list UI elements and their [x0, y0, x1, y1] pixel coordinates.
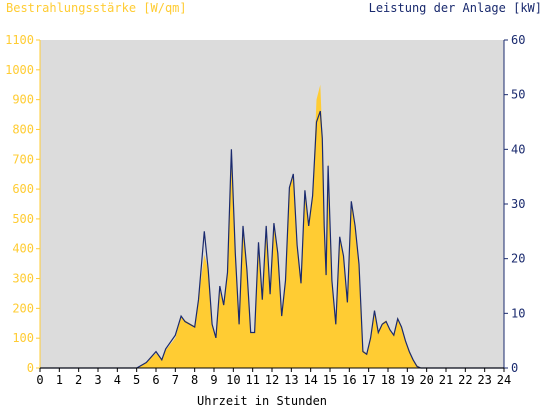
right-tick-label: 40: [511, 142, 525, 156]
left-tick-label: 500: [12, 212, 34, 226]
x-tick-label: 14: [303, 373, 317, 387]
right-tick-label: 60: [511, 33, 525, 47]
x-tick-label: 1: [56, 373, 63, 387]
x-tick-label: 22: [458, 373, 472, 387]
x-tick-label: 7: [172, 373, 179, 387]
x-tick-label: 10: [226, 373, 240, 387]
right-tick-label: 10: [511, 306, 525, 320]
x-tick-label: 3: [94, 373, 101, 387]
x-tick-label: 11: [245, 373, 259, 387]
x-tick-label: 0: [36, 373, 43, 387]
x-tick-label: 4: [114, 373, 121, 387]
x-tick-label: 24: [497, 373, 511, 387]
x-tick-label: 19: [400, 373, 414, 387]
right-tick-label: 20: [511, 252, 525, 266]
left-tick-label: 700: [12, 152, 34, 166]
right-tick-label: 0: [511, 361, 518, 375]
x-tick-label: 21: [439, 373, 453, 387]
x-tick-label: 5: [133, 373, 140, 387]
x-tick-label: 15: [323, 373, 337, 387]
x-tick-label: 12: [265, 373, 279, 387]
x-tick-label: 20: [419, 373, 433, 387]
left-tick-label: 0: [27, 361, 34, 375]
left-tick-label: 600: [12, 182, 34, 196]
left-tick-label: 100: [12, 331, 34, 345]
x-axis-title: Uhrzeit in Stunden: [197, 394, 327, 408]
x-tick-label: 9: [210, 373, 217, 387]
right-axis-title: Leistung der Anlage [kW]: [369, 1, 542, 15]
right-tick-label: 30: [511, 197, 525, 211]
power-line: [40, 110, 504, 369]
left-tick-label: 200: [12, 301, 34, 315]
x-tick-label: 13: [284, 373, 298, 387]
left-tick-label: 1000: [5, 63, 34, 77]
x-tick-label: 18: [381, 373, 395, 387]
x-tick-label: 6: [152, 373, 159, 387]
left-tick-label: 900: [12, 93, 34, 107]
left-tick-label: 300: [12, 272, 34, 286]
left-tick-label: 1100: [5, 33, 34, 47]
x-tick-label: 17: [361, 373, 375, 387]
right-tick-label: 50: [511, 88, 525, 102]
x-tick-label: 23: [477, 373, 491, 387]
x-tick-label: 16: [342, 373, 356, 387]
x-tick-label: 2: [75, 373, 82, 387]
irradiance-area: [136, 84, 437, 368]
x-tick-label: 8: [191, 373, 198, 387]
left-tick-label: 400: [12, 242, 34, 256]
left-axis-title: Bestrahlungsstärke [W/qm]: [6, 1, 187, 15]
left-tick-label: 800: [12, 122, 34, 136]
